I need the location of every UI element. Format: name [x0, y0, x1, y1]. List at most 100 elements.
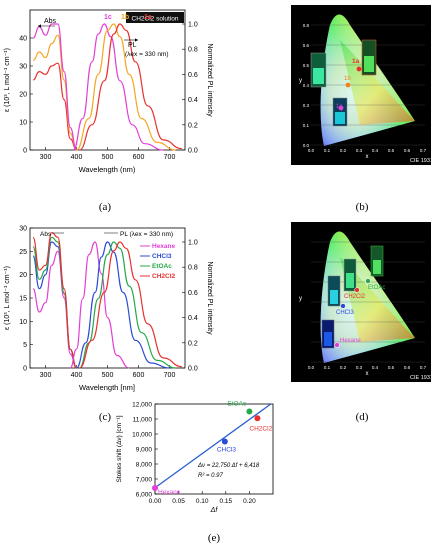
- caption-c: (c): [99, 411, 112, 423]
- panel-c-ytick-label: 0: [23, 366, 27, 373]
- panel-d-locus-tint: [340, 257, 415, 342]
- panel-e-ytick-label: 10,000: [132, 432, 152, 439]
- panel-a-xtick-label: 500: [102, 154, 114, 161]
- panel-e-point-chcl3: [221, 438, 228, 445]
- svg-text:0.4: 0.4: [303, 83, 310, 88]
- panel-e-point-hexane: [152, 485, 158, 491]
- panel-e-r2: R² = 0.97: [198, 473, 224, 479]
- panel-e-ytick-label: 6,000: [136, 492, 153, 499]
- panel-c-xlabel: Wavelength [nm]: [79, 383, 135, 392]
- panel-b-grid: [311, 24, 425, 146]
- panel-b-cie-diagram: 1a 1b 1c 0.0 0.1 0.2 0.3 0.4 0.5 0.6 0.7 0.0 0.1…: [291, 5, 433, 165]
- svg-text:0.0: 0.0: [303, 143, 310, 148]
- panel-a-xtick-label: 600: [133, 154, 145, 161]
- svg-text:0.5: 0.5: [388, 365, 395, 370]
- svg-text:0.0: 0.0: [308, 148, 315, 153]
- panel-c-ytick-label: 5: [23, 342, 27, 349]
- svg-text:0.1: 0.1: [324, 365, 331, 370]
- panel-d-ticks: 0.0 0.1 0.2 0.3 0.4 0.5 0.6 0.7: [308, 365, 427, 370]
- panel-d-label-etoac: EtOAc: [368, 285, 385, 291]
- panel-a-badge: CH2Cl2 solution: [132, 16, 179, 23]
- panel-e-ytick-label: 12,000: [132, 402, 152, 409]
- panel-b-ylabel: y: [299, 78, 302, 84]
- panel-d-xlabel: x: [366, 371, 369, 377]
- panel-d-point-etoac: [365, 278, 371, 284]
- caption-a: (a): [99, 201, 112, 213]
- panel-e-label-chcl3: CHCl3: [217, 447, 237, 454]
- panel-e-point-etoac: [246, 408, 253, 415]
- panel-c-ytick-label: 25: [19, 249, 27, 256]
- panel-c-xtick-label: 400: [71, 372, 83, 379]
- panel-a-xlabel: Wavelength (nm): [79, 165, 136, 174]
- panel-c-y2tick-label: 0.0: [188, 366, 198, 373]
- panel-b-xlabel: x: [366, 154, 369, 160]
- svg-text:0.3: 0.3: [356, 365, 363, 370]
- panel-e-xtick-label: 0.15: [219, 498, 232, 505]
- panel-a-pl-label: PL: [128, 42, 137, 49]
- panel-a-y2tick-label: 0.6: [188, 72, 198, 79]
- panel-d-cie-label: CIE 1931: [410, 375, 433, 381]
- svg-text:0.1: 0.1: [303, 123, 310, 128]
- panel-a-y2tick-label: 0.0: [188, 148, 198, 155]
- legend-chcl3: CHCl3: [152, 253, 172, 260]
- panel-a-pl-line-1a: [79, 23, 182, 151]
- panel-c-pl-line-ch2cl2: [79, 241, 182, 369]
- panel-b-point-1b: [345, 82, 351, 88]
- legend-hexane: Hexane: [152, 243, 176, 250]
- panel-b-ticks: 0.0 0.1 0.2 0.3 0.4 0.5 0.6 0.7: [308, 148, 427, 153]
- panel-e-chart: 0.00 0.05 0.10 0.15 0.20 6,000 7,000 8,000 9,000…: [116, 401, 274, 514]
- panel-c-ylabel: ε (10³, L mol⁻¹ cm⁻¹): [4, 266, 11, 330]
- panel-b-point-1a: [356, 66, 362, 72]
- panel-a-ytick-label: 40: [19, 36, 27, 43]
- panel-e-series: Hexane CHCl3 EtOAc CH2Cl2: [152, 401, 273, 496]
- panel-c-legend: Hexane CHCl3 EtOAc CH2Cl2: [140, 243, 176, 280]
- panel-a-y2tick-label: 0.8: [188, 47, 198, 54]
- panel-d-vial-hexane-glow: [324, 332, 332, 346]
- panel-c-xtick-label: 700: [164, 372, 176, 379]
- panel-c-y2tick-label: 0.2: [188, 340, 198, 347]
- svg-text:0.4: 0.4: [372, 148, 379, 153]
- panel-c-xtick-label: 300: [40, 372, 52, 379]
- panel-a-y2tick-label: 1.0: [188, 22, 198, 29]
- panel-a-chart: 300 400 500 600 700 0 10 20 30 40 0.0 0.2 0.4 0.6 0.8 1…: [4, 9, 213, 174]
- panel-a-ylabel: ε (10³, L mol⁻¹ cm⁻¹): [4, 48, 11, 112]
- panel-b-label-1c: 1c: [336, 104, 342, 110]
- panel-c-y2tick-label: 1.0: [188, 240, 198, 247]
- panel-d-point-hexane: [334, 342, 340, 348]
- legend-etoac: EtOAc: [152, 263, 172, 270]
- panel-d-cie-diagram: EtOAc CH2Cl2 CHCl3 Hexane 0.0 0.1 0.2 0.3 0.…: [291, 222, 433, 382]
- panel-c-ytick-label: 30: [19, 226, 27, 233]
- panel-b-label-1b: 1b: [344, 76, 351, 82]
- panel-c-xtick-label: 600: [133, 372, 145, 379]
- panel-d-label-chcl3: CHCl3: [336, 310, 354, 316]
- panel-a-ytick-label: 10: [19, 120, 27, 127]
- panel-e-xlabel: Δf: [210, 507, 219, 514]
- panel-c-pl-label: PL (λex = 330 nm): [120, 231, 173, 238]
- panel-a-ytick-label: 0: [23, 148, 27, 155]
- svg-text:0.6: 0.6: [404, 148, 411, 153]
- panel-d-vial-chcl3-glow: [330, 290, 338, 304]
- panel-c-y2tick-label: 0.8: [188, 265, 198, 272]
- panel-a-abs-line-1c: [32, 23, 78, 151]
- panel-a-y2tick-label: 0.4: [188, 97, 198, 104]
- panel-e-equation: Δν = 22,750 Δf + 6,418: [197, 463, 260, 469]
- panel-d-vial-etoac-glow: [373, 260, 381, 274]
- panel-c-chart: 300 400 500 600 700 0 5 10 15 20 25 30 0.0 0.2 0.4 0.6 0…: [4, 226, 213, 393]
- panel-a-ytick-label: 20: [19, 92, 27, 99]
- panel-d-point-ch2cl2: [354, 287, 360, 293]
- panel-c-series: [32, 232, 182, 369]
- panel-c-pl-line-hexane: [69, 241, 130, 369]
- panel-e-label-etoac: EtOAc: [227, 401, 247, 408]
- panel-a-y2tick-label: 0.2: [188, 122, 198, 129]
- panel-c-ytick-label: 10: [19, 319, 27, 326]
- panel-a-pl-arrowhead: [135, 38, 138, 42]
- svg-text:0.5: 0.5: [303, 63, 310, 68]
- svg-text:0.3: 0.3: [303, 103, 310, 108]
- panel-a-series: [32, 23, 182, 151]
- panel-b-cie-label: CIE 1931: [410, 158, 433, 164]
- panel-e-xtick-label: 0.10: [196, 498, 209, 505]
- panel-e-label-ch2cl2: CH2Cl2: [249, 425, 272, 432]
- caption-e: (e): [208, 532, 221, 544]
- svg-text:0.1: 0.1: [324, 148, 331, 153]
